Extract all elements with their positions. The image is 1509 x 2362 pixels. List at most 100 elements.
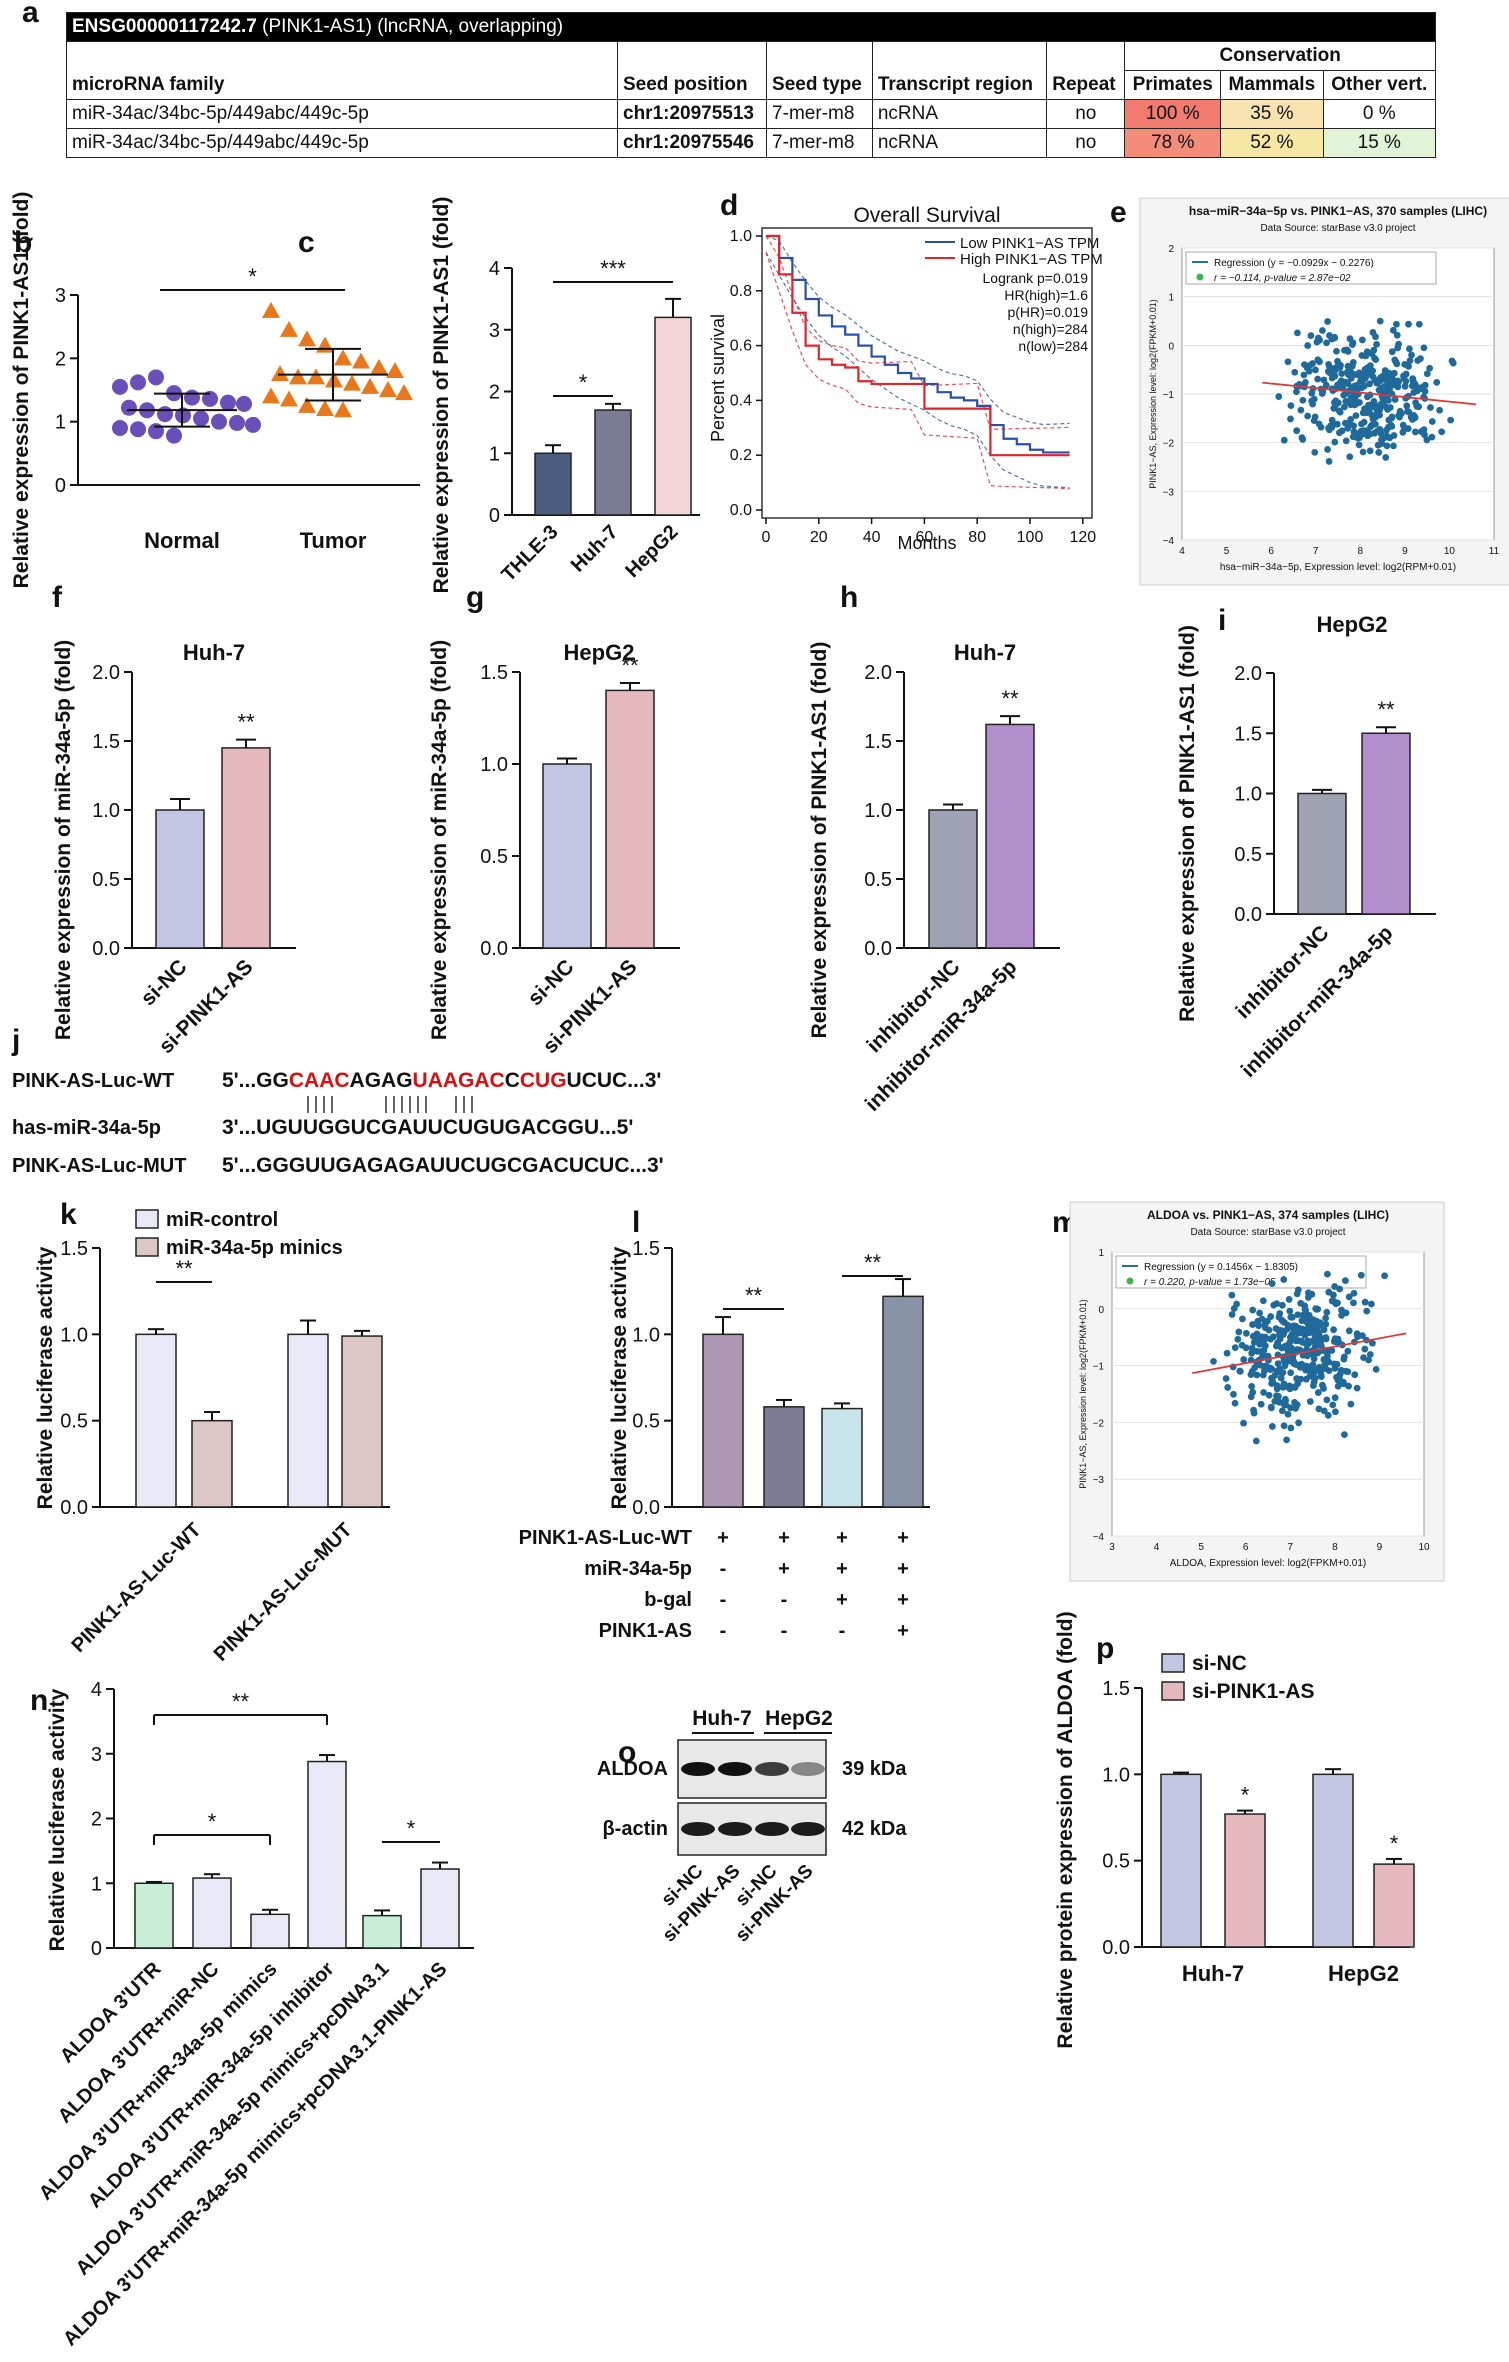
data-point (1421, 381, 1429, 389)
data-point (1345, 1327, 1353, 1335)
data-point (1287, 1424, 1295, 1432)
x-tick-label: THLE-3 (497, 521, 562, 586)
data-point (1301, 1302, 1309, 1310)
condition-sign: + (897, 1527, 909, 1549)
x-tick-label: 8 (1332, 1542, 1338, 1553)
data-point (1324, 446, 1331, 453)
x-tick-label: 8 (1358, 546, 1364, 557)
data-point (1240, 1419, 1247, 1427)
data-point (1366, 380, 1374, 388)
x-tick-label: HepG2 (1328, 1961, 1399, 1986)
data-point (193, 410, 209, 427)
data-point (1347, 1400, 1355, 1408)
data-point (1345, 1382, 1352, 1390)
bar-condition-1 (134, 1882, 174, 1949)
condition-sign: + (717, 1527, 729, 1549)
significance-label: ** (1377, 697, 1395, 722)
data-point (1366, 430, 1374, 438)
y-axis-label: Relative expression of PINK1-AS1 (fold) (808, 642, 831, 1039)
data-point (1293, 388, 1300, 396)
data-point (121, 399, 137, 416)
data-point (1223, 1349, 1231, 1357)
x-tick-label: 5 (1198, 1542, 1204, 1553)
data-point (361, 377, 379, 394)
x-tick-label: ALDOA 3'UTR (56, 1958, 166, 2068)
data-point (1387, 421, 1395, 429)
data-point (1369, 329, 1377, 336)
condition-sign: + (897, 1620, 909, 1642)
data-point (1341, 1431, 1348, 1439)
data-point (1287, 415, 1294, 423)
data-point (1345, 1293, 1353, 1301)
significance-label: * (1241, 1783, 1250, 1808)
y-tick-label: 2.0 (92, 662, 120, 684)
condition-sign: + (778, 1558, 790, 1580)
data-point (1257, 1400, 1265, 1408)
data-point (1316, 358, 1323, 366)
y-tick-label: 0 (55, 475, 66, 497)
data-point (1315, 1329, 1323, 1337)
data-point (1297, 406, 1305, 414)
x-axis-label: hsa−miR−34a−5p, Expression level: log2(R… (1220, 562, 1456, 573)
data-point (1248, 1368, 1256, 1375)
cell-other-vert: 0 % (1322, 99, 1437, 129)
data-point (1369, 373, 1377, 381)
chart-title: HepG2 (564, 640, 635, 665)
bar-condition-4 (307, 1760, 347, 1949)
y-tick-label: 0 (1168, 341, 1174, 352)
condition-label: PINK1-AS-Luc-WT (519, 1527, 692, 1549)
bar-THLE-3 (534, 452, 572, 516)
data-point (1273, 1382, 1281, 1389)
data-point (1293, 427, 1301, 435)
stat-label: n(low)=284 (1018, 338, 1088, 354)
protein-label: β-actin (602, 1818, 668, 1840)
data-point (1337, 1379, 1345, 1386)
y-tick-label: 2 (489, 382, 500, 404)
data-point (1285, 1296, 1293, 1303)
data-point (1278, 1407, 1286, 1415)
size-label: 42 kDa (842, 1818, 907, 1840)
col-header-seed-position: Seed position (616, 41, 768, 100)
plot-frame (761, 227, 1093, 519)
legend-box (1115, 1255, 1367, 1289)
condition-sign: + (897, 1558, 909, 1580)
data-point (1357, 1271, 1365, 1279)
bar-si-NC (155, 809, 205, 949)
data-point (1278, 1301, 1286, 1309)
y-tick-label: −1 (1163, 390, 1175, 401)
data-point (1361, 375, 1369, 383)
data-point (1280, 436, 1288, 444)
bar-condition-2 (763, 1406, 805, 1508)
data-point (1268, 1380, 1276, 1387)
data-point (1315, 420, 1323, 428)
data-point (1423, 436, 1431, 444)
data-point (1438, 428, 1446, 436)
data-point (1403, 402, 1411, 410)
data-point (1344, 1347, 1352, 1355)
data-point (262, 387, 280, 404)
data-point (1348, 362, 1356, 370)
y-tick-label: 1.5 (864, 731, 892, 753)
y-axis-label: PINK1−AS, Expression level: log2(FPKM+0.… (1148, 299, 1158, 489)
data-point (1343, 346, 1351, 354)
data-point (1320, 376, 1328, 384)
chart-title: ALDOA vs. PINK1−AS, 374 samples (LIHC) (1147, 1208, 1389, 1222)
data-point (1423, 370, 1431, 378)
data-point (1376, 406, 1384, 413)
y-tick-label: 0.4 (730, 392, 752, 409)
bar-miR-34a-5p minics (341, 1335, 383, 1508)
data-point (1391, 396, 1399, 403)
x-axis-label: ALDOA, Expression level: log2(FPKM+0.01) (1170, 1558, 1366, 1569)
data-point (1329, 1401, 1337, 1409)
data-point (1277, 1369, 1284, 1376)
data-point (1366, 1351, 1374, 1358)
x-tick-label: 10 (1444, 546, 1456, 557)
data-point (1366, 447, 1374, 455)
data-point (1409, 377, 1417, 385)
data-point (1268, 1423, 1276, 1430)
data-point (289, 368, 307, 385)
data-point (1381, 374, 1389, 382)
blot-band-actin (718, 1822, 752, 1836)
data-point (1299, 1338, 1306, 1346)
col-header-region: Transcript region (871, 41, 1048, 100)
